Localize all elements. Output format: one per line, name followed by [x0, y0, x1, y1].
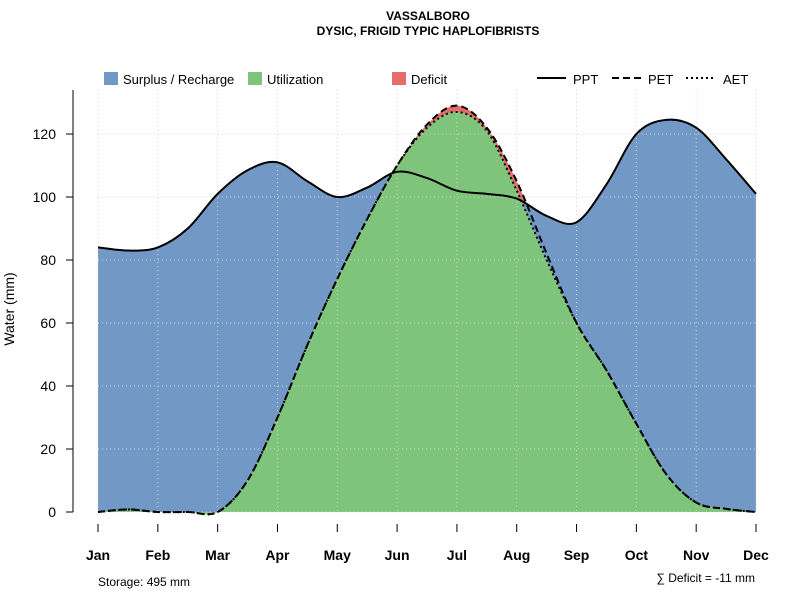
utilization-area [98, 111, 756, 515]
legend: Surplus / Recharge Utilization Deficit P… [104, 72, 748, 87]
x-tick-label: Apr [265, 547, 290, 563]
chart-title: VASSALBORO [386, 9, 470, 23]
y-tick-label: 40 [40, 378, 56, 394]
legend-label-ppt: PPT [573, 72, 598, 87]
y-tick-label: 20 [40, 441, 56, 457]
legend-swatch-utilization [248, 72, 262, 85]
x-tick-label: Jan [86, 547, 110, 563]
x-tick-label: Mar [205, 547, 230, 563]
storage-label: Storage: 495 mm [98, 575, 190, 589]
legend-label-aet: AET [723, 72, 748, 87]
legend-label-utilization: Utilization [267, 72, 323, 87]
y-axis-ticks: 0 20 40 60 80 100 120 [33, 126, 73, 520]
legend-label-deficit: Deficit [411, 72, 448, 87]
y-tick-label: 0 [48, 504, 56, 520]
legend-swatch-surplus [104, 72, 118, 85]
series-lines [97, 104, 757, 516]
x-tick-label: Oct [625, 547, 649, 563]
y-tick-label: 60 [40, 315, 56, 331]
deficit-sum-label: ∑ Deficit = -11 mm [656, 571, 755, 585]
x-tick-label: Sep [564, 547, 590, 563]
x-tick-label: Dec [743, 547, 769, 563]
series-line-ppt [97, 118, 757, 252]
y-axis-label: Water (mm) [1, 272, 17, 345]
x-tick-label: Aug [503, 547, 530, 563]
legend-label-pet: PET [648, 72, 673, 87]
y-tick-label: 80 [40, 252, 56, 268]
y-tick-label: 120 [33, 126, 57, 142]
legend-swatch-deficit [392, 72, 406, 85]
x-tick-label: Feb [145, 547, 170, 563]
x-axis-ticks: Jan Feb Mar Apr May Jun Jul Aug Sep Oct Nov Dec [86, 524, 769, 563]
area-layer [98, 105, 756, 515]
chart-subtitle: DYSIC, FRIGID TYPIC HAPLOFIBRISTS [317, 24, 540, 38]
x-tick-label: Nov [683, 547, 710, 563]
x-tick-label: Jul [447, 547, 467, 563]
series-line-aet [97, 110, 757, 516]
grid [97, 90, 757, 513]
y-tick-label: 100 [33, 189, 57, 205]
legend-label-surplus: Surplus / Recharge [123, 72, 234, 87]
x-tick-label: Jun [385, 547, 410, 563]
x-tick-label: May [324, 547, 351, 563]
